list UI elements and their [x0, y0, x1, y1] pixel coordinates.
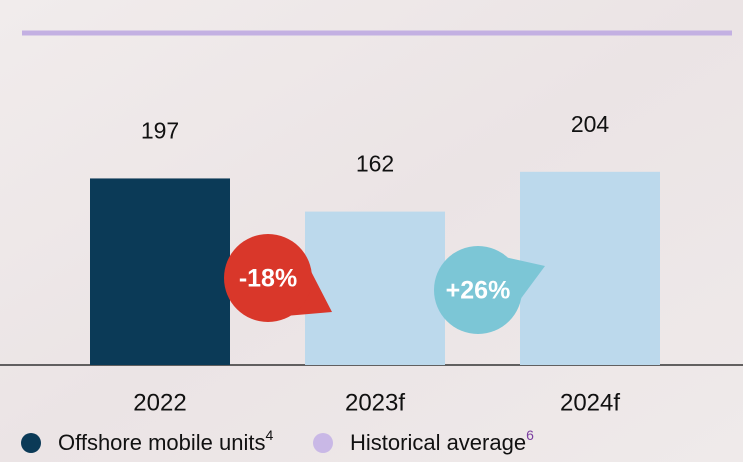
x-tick-label: 2023f: [345, 389, 405, 416]
bar: [520, 171, 660, 365]
annotations: -18% +26%: [224, 234, 545, 334]
legend: Offshore mobile units4 Historical average…: [21, 427, 534, 455]
bubble: [224, 234, 312, 322]
value-label: 162: [356, 151, 394, 177]
legend-label: Offshore mobile units4: [58, 427, 273, 455]
legend-label: Historical average6: [350, 427, 534, 455]
x-tick-label: 2022: [133, 389, 186, 416]
change-label: -18%: [239, 265, 297, 293]
legend-swatch: [313, 433, 333, 453]
legend-name: Offshore mobile units: [58, 430, 265, 455]
bars: 197 2022 162 2023f 204 2024f: [90, 111, 660, 416]
bubble: [434, 246, 522, 334]
value-label: 197: [141, 118, 179, 144]
value-label: 204: [571, 111, 610, 137]
change-label: +26%: [446, 277, 511, 305]
legend-swatch: [21, 433, 41, 453]
legend-note: 4: [265, 427, 273, 443]
x-tick-label: 2024f: [560, 389, 620, 416]
legend-name: Historical average: [350, 430, 526, 455]
legend-note: 6: [526, 427, 534, 443]
bar: [90, 178, 230, 365]
bar: [305, 211, 445, 365]
